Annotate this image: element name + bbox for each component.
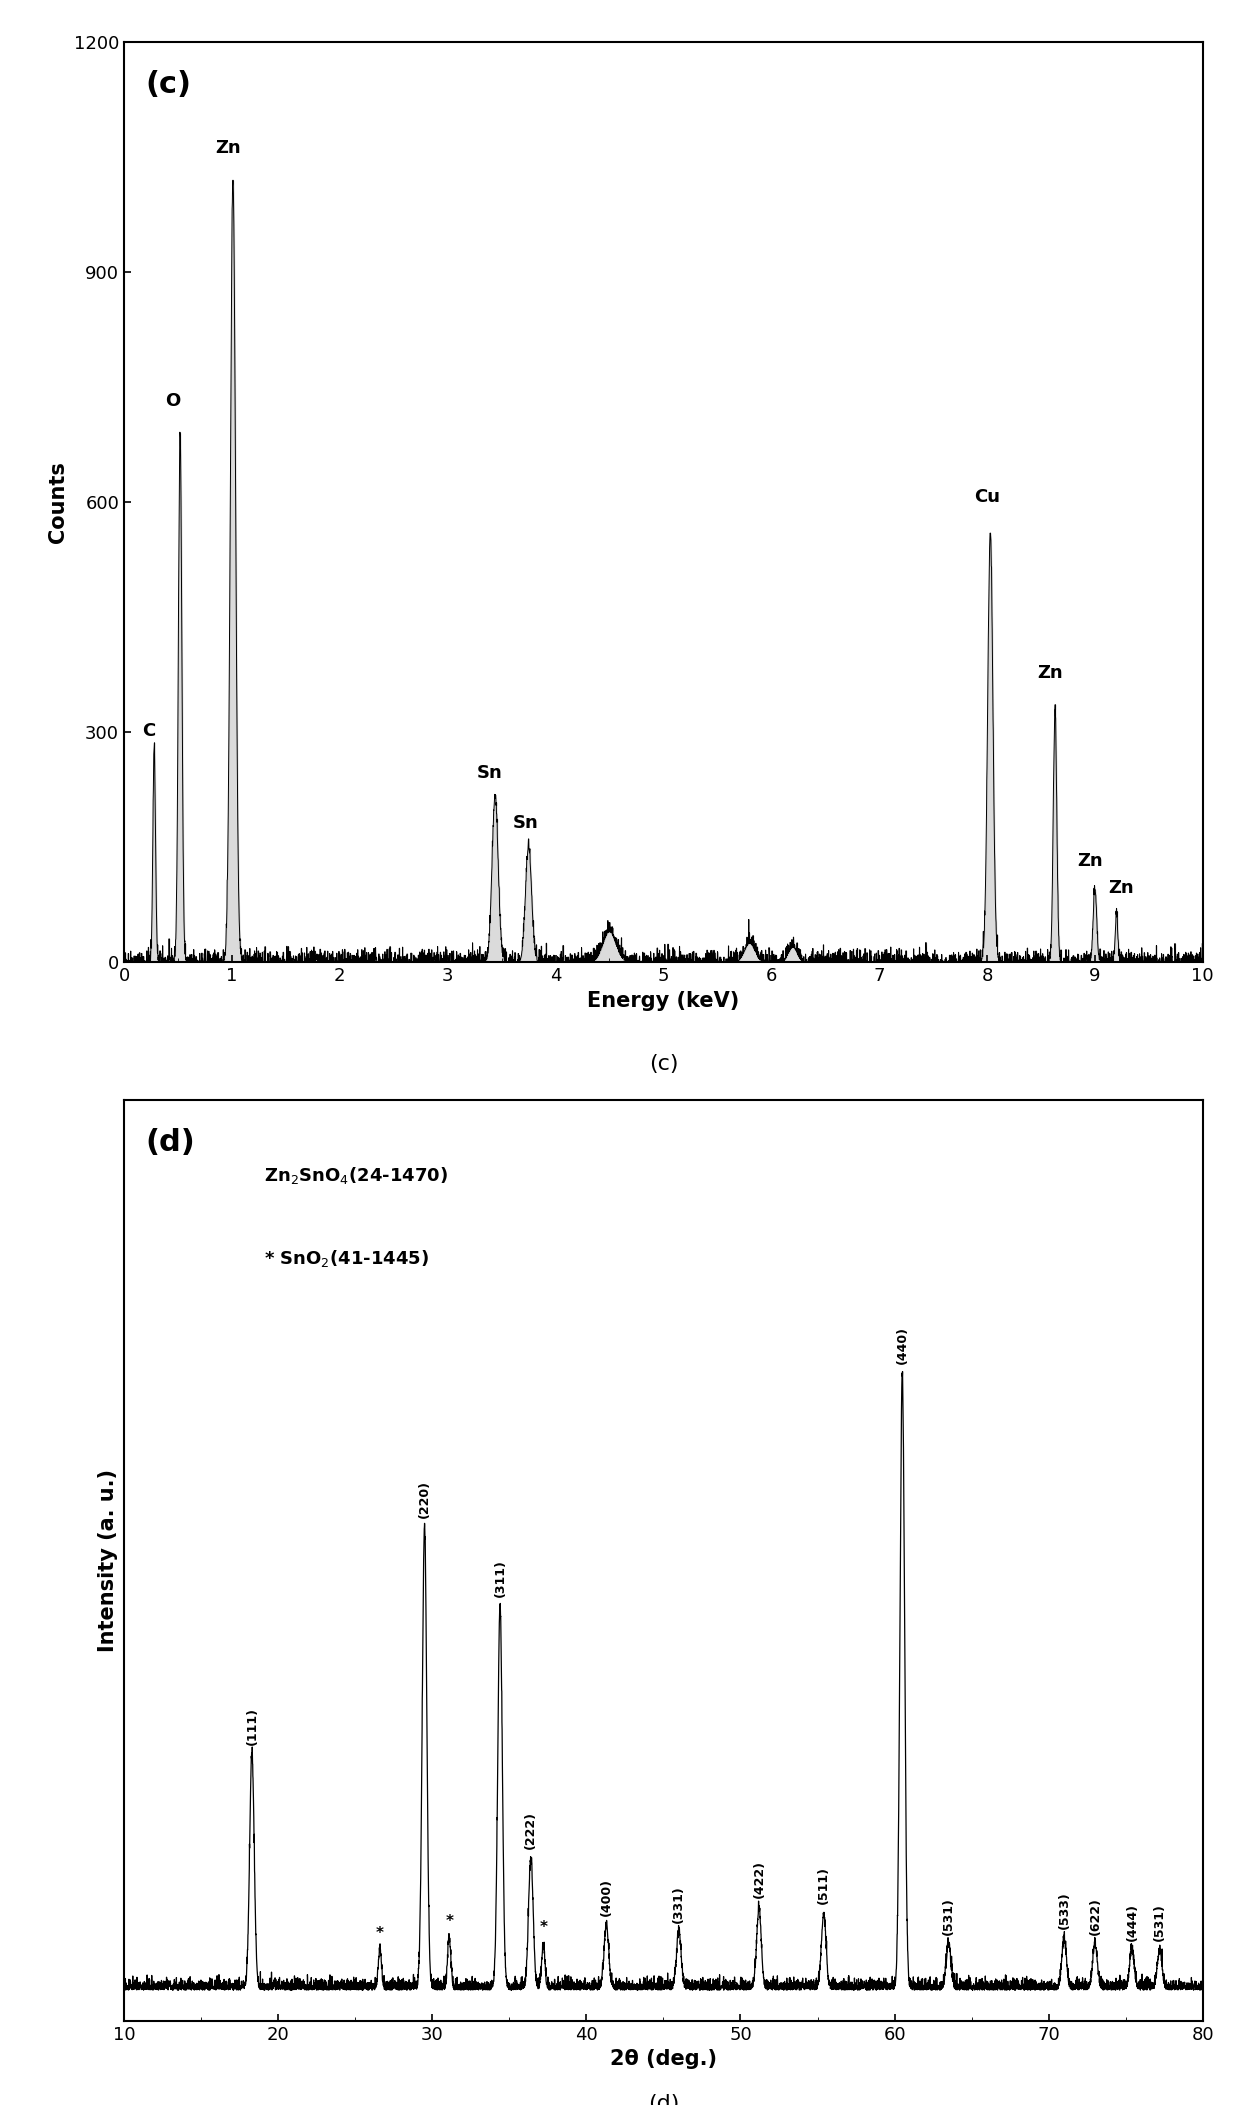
Text: Zn$_2$SnO$_4$(24-1470): Zn$_2$SnO$_4$(24-1470) [264, 1164, 448, 1185]
Text: (531): (531) [942, 1897, 955, 1934]
Text: (c): (c) [649, 1055, 678, 1074]
X-axis label: 2θ (deg.): 2θ (deg.) [610, 2048, 717, 2069]
Text: (d): (d) [647, 2094, 680, 2105]
Text: Cu: Cu [975, 488, 1001, 505]
Text: (d): (d) [145, 1128, 196, 1158]
Y-axis label: Counts: Counts [48, 461, 68, 543]
Text: *: * [376, 1926, 384, 1941]
Text: (c): (c) [145, 69, 191, 99]
Text: (111): (111) [246, 1707, 258, 1745]
Text: *: * [445, 1913, 453, 1928]
Text: (533): (533) [1058, 1890, 1070, 1928]
Text: Zn: Zn [1038, 665, 1064, 682]
Text: *: * [539, 1920, 547, 1934]
Text: * SnO$_2$(41-1445): * SnO$_2$(41-1445) [264, 1248, 429, 1269]
Text: Zn: Zn [216, 139, 242, 158]
Text: O: O [165, 392, 180, 410]
Text: Sn: Sn [476, 764, 502, 783]
Text: (400): (400) [600, 1878, 613, 1916]
Text: (440): (440) [895, 1326, 909, 1364]
Text: (331): (331) [672, 1884, 686, 1922]
Text: (511): (511) [817, 1867, 830, 1905]
Text: (622): (622) [1089, 1897, 1101, 1934]
Text: C: C [143, 722, 155, 741]
Text: Zn: Zn [1078, 853, 1104, 869]
Text: (311): (311) [494, 1560, 506, 1598]
Text: Zn: Zn [1107, 880, 1133, 897]
Text: Sn: Sn [512, 815, 538, 831]
Text: (222): (222) [525, 1810, 537, 1848]
Text: (220): (220) [418, 1480, 432, 1518]
Text: (444): (444) [1126, 1903, 1138, 1941]
X-axis label: Energy (keV): Energy (keV) [588, 991, 739, 1010]
Text: (422): (422) [753, 1861, 765, 1899]
Y-axis label: Intensity (a. u.): Intensity (a. u.) [98, 1469, 119, 1652]
Text: (531): (531) [1153, 1903, 1166, 1941]
